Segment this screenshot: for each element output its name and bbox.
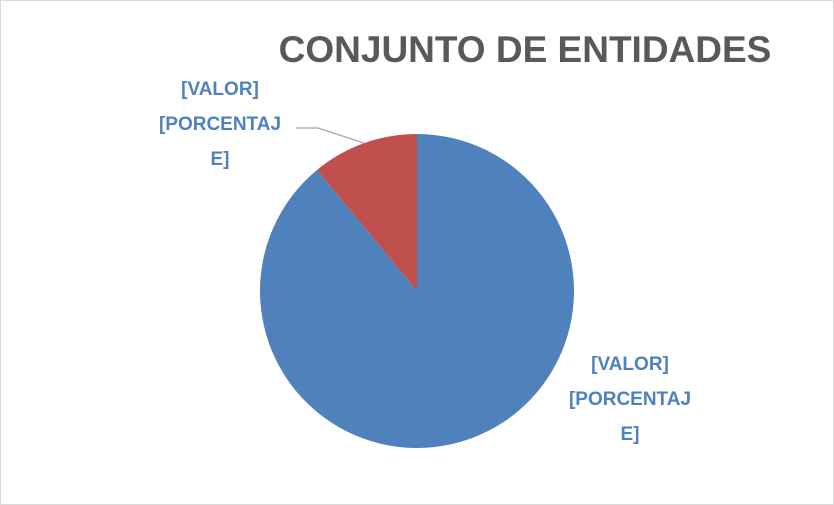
data-label: [VALOR] [PORCENTAJ E] [569,354,691,445]
leader-line [296,127,365,144]
data-label: [VALOR] [PORCENTAJ E] [159,79,281,170]
pie-slice [316,134,417,291]
chart-title: CONJUNTO DE ENTIDADES [279,29,772,70]
